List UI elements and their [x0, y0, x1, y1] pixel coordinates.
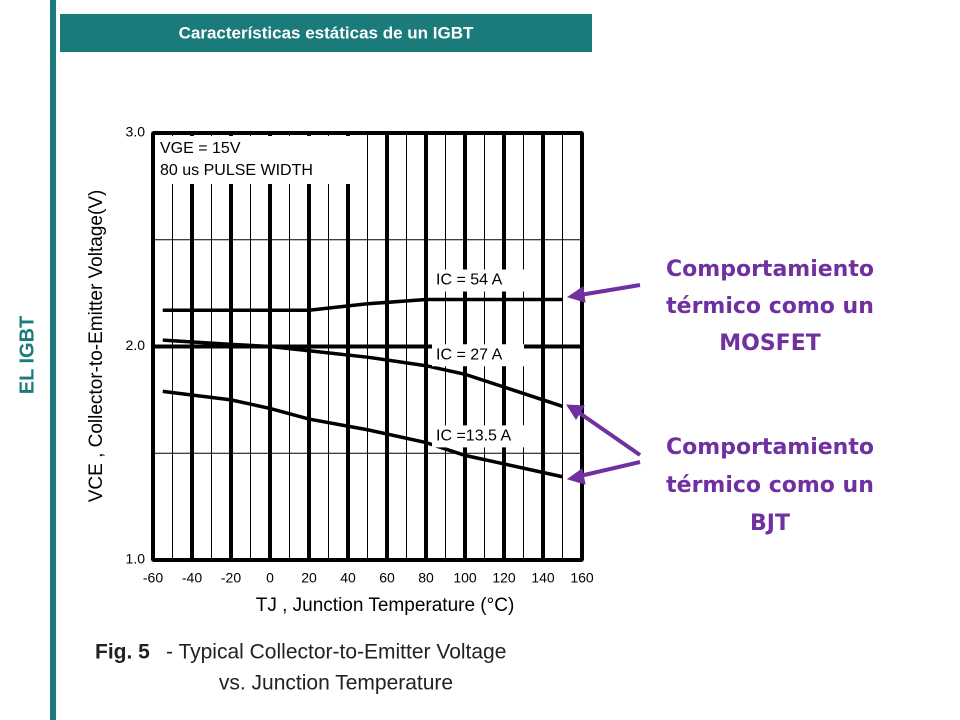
note: BJT	[750, 511, 790, 536]
header: Características estáticas de un IGBT	[179, 23, 474, 42]
arrow-head	[566, 404, 585, 420]
note: Comportamiento	[666, 435, 874, 460]
x-tick-label: 100	[453, 570, 477, 586]
series-label: IC = 27 A	[436, 346, 503, 363]
x-tick-label: -40	[182, 570, 202, 586]
x-tick-label: 120	[492, 570, 516, 586]
x-tick-label: 140	[531, 570, 555, 586]
series-line	[162, 297, 563, 312]
note: térmico como un	[666, 294, 874, 319]
x-tick-label: 60	[379, 570, 395, 586]
note: Comportamiento	[666, 257, 874, 282]
side-label: EL IGBT	[16, 316, 38, 395]
arrow	[576, 410, 642, 457]
y-axis-label: VCE , Collector-to-Emitter Voltage(V)	[86, 190, 107, 503]
x-tick-label: 20	[301, 570, 317, 586]
header-bar	[60, 14, 592, 52]
annotation: VGE = 15V	[160, 140, 241, 157]
plot: -60 -40 -20 0 20 40 60 80 100 120 140 160 1.0 2.0 3.0 V…	[126, 124, 594, 586]
x-tick-label: -20	[221, 570, 241, 586]
series-label: IC =13.5 A	[436, 428, 511, 445]
x-tick-label: 160	[570, 570, 594, 586]
note: MOSFET	[719, 331, 821, 356]
annotation: 80 us PULSE WIDTH	[160, 162, 313, 179]
arrow	[579, 283, 641, 297]
side-bar	[50, 0, 56, 720]
y-tick-label: 3.0	[126, 124, 146, 140]
caption-label: Fig. 5	[95, 641, 150, 664]
arrow	[579, 460, 641, 478]
arrow-head	[566, 286, 586, 303]
series-label-bg	[432, 269, 524, 292]
x-tick-label: 80	[418, 570, 434, 586]
arrow-head	[566, 468, 586, 485]
note: térmico como un	[666, 473, 874, 498]
x-tick-label: 0	[266, 570, 274, 586]
caption: vs. Junction Temperature	[219, 672, 453, 695]
annotation-box	[155, 136, 351, 184]
series-line	[162, 338, 564, 408]
x-axis-label: TJ , Junction Temperature (°C)	[256, 595, 515, 616]
y-tick-label: 2.0	[126, 337, 146, 353]
caption: - Typical Collector-to-Emitter Voltage	[166, 641, 506, 664]
x-tick-label: 40	[340, 570, 356, 586]
series-label-bg	[432, 425, 524, 448]
x-tick-label: -60	[143, 570, 163, 586]
series-label: IC = 54 A	[436, 272, 503, 289]
y-tick-label: 1.0	[126, 551, 146, 567]
arrows	[566, 283, 642, 485]
series-line	[162, 389, 563, 479]
plot-frame	[151, 131, 584, 562]
series-label-bg	[432, 344, 524, 367]
